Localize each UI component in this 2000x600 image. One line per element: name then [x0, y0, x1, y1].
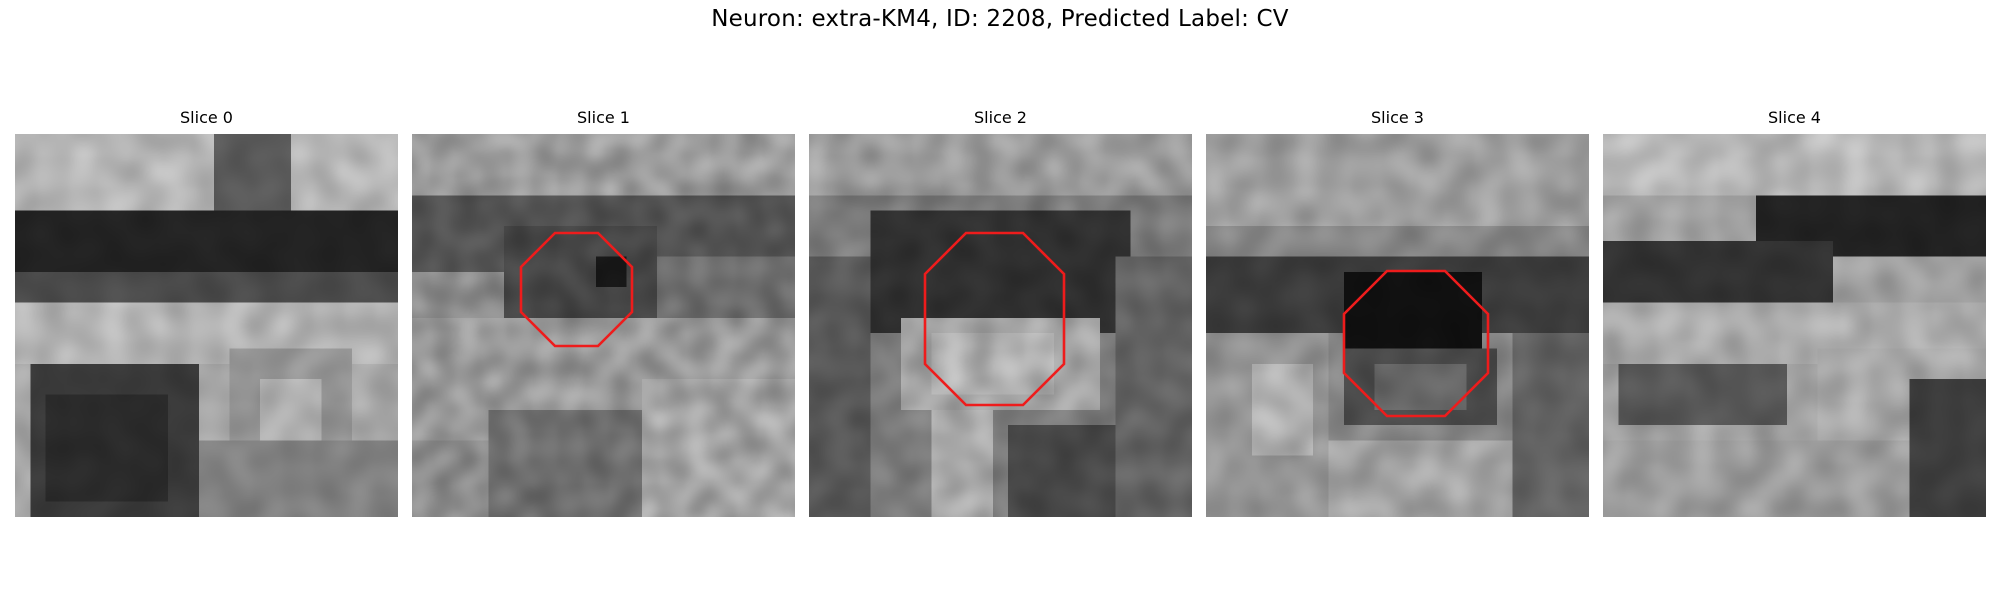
slice-title-2: Slice 2 [974, 108, 1027, 127]
slice-title-4: Slice 4 [1768, 108, 1821, 127]
slice-image-1 [412, 134, 795, 517]
slice-title-0: Slice 0 [180, 108, 233, 127]
slice-image-2 [809, 134, 1192, 517]
figure-title: Neuron: extra-KM4, ID: 2208, Predicted L… [711, 6, 1289, 32]
slice-title-3: Slice 3 [1371, 108, 1424, 127]
slice-title-1: Slice 1 [577, 108, 630, 127]
slice-image-3 [1206, 134, 1589, 517]
slice-image-4 [1603, 134, 1986, 517]
slice-image-0 [15, 134, 398, 517]
